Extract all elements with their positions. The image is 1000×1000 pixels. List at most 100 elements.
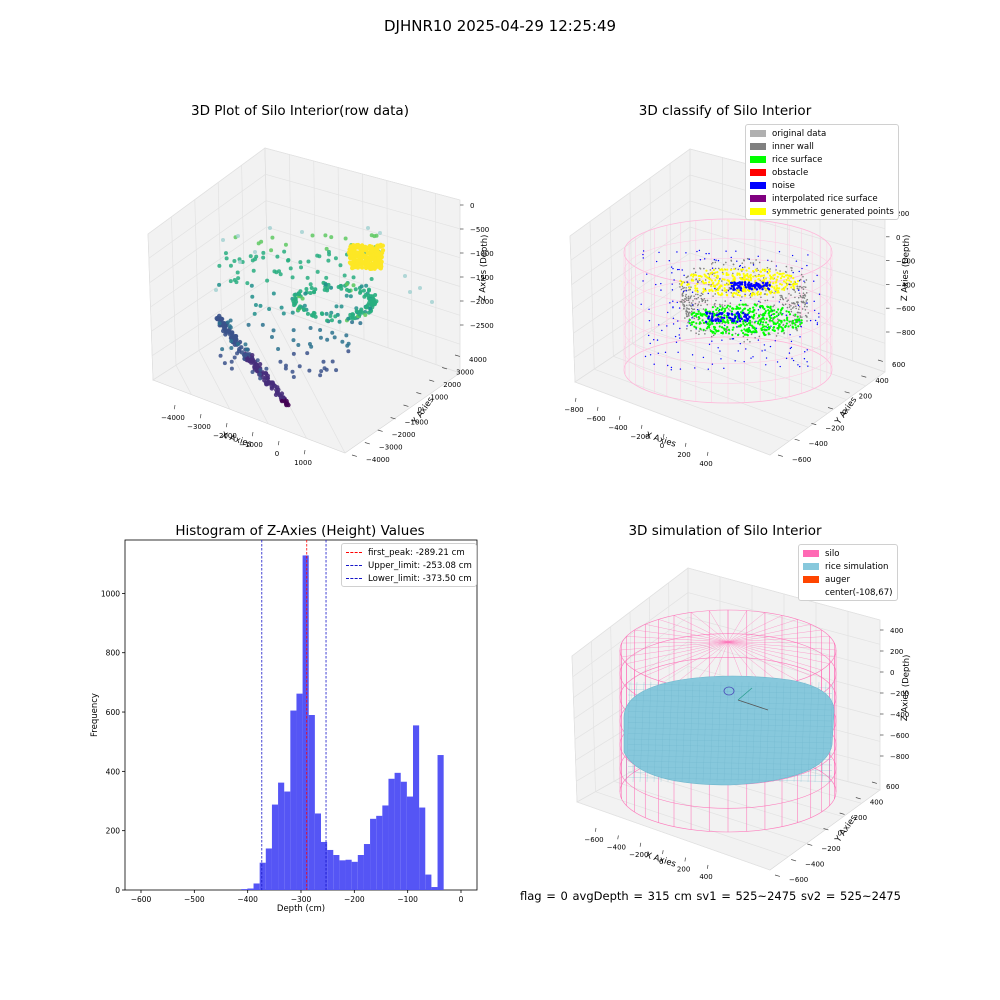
scatter-point-sym <box>757 278 760 281</box>
scatter-point-wall <box>689 288 691 291</box>
histogram-bar <box>382 805 389 890</box>
scatter-point-wall <box>803 281 806 284</box>
rice-mesh-line <box>758 681 764 783</box>
scatter-point-wall <box>757 316 759 319</box>
scatter-point-wall <box>782 324 784 326</box>
scatter-point-noise <box>683 274 685 277</box>
silo-wire <box>658 619 729 643</box>
scatter-point-rice <box>715 322 718 325</box>
scatter-point-wall <box>749 296 752 299</box>
scatter-point <box>276 347 281 352</box>
scatter-point-wall <box>721 322 724 325</box>
scatter-point-sym <box>738 272 741 275</box>
legend-swatch <box>750 182 766 189</box>
legend-item-center: center(-108,67) <box>803 586 893 599</box>
scatter-point-noise <box>724 324 726 327</box>
scatter-point-wall <box>794 305 797 307</box>
y-tick-label: −400 <box>809 440 828 448</box>
scatter-point <box>334 368 339 373</box>
scatter-point-wall <box>737 268 740 271</box>
scatter-point-noise <box>767 259 769 261</box>
scatter-point-rice <box>747 322 751 325</box>
scatter-point-noise <box>705 311 708 314</box>
scatter-point-rice <box>722 327 725 330</box>
scatter-point-wall <box>790 305 792 307</box>
grid-line <box>589 221 595 370</box>
scatter-point-sym <box>752 275 755 278</box>
scatter-point-noise <box>818 312 820 315</box>
scatter-point <box>375 243 380 249</box>
scatter-point-wall <box>795 328 797 330</box>
scatter-point <box>222 361 227 366</box>
scatter-point-sym <box>784 281 787 284</box>
scatter-point-wall <box>695 293 697 296</box>
scatter-point-noise <box>719 319 722 323</box>
scatter-point-sym <box>714 289 717 292</box>
scatter-point-wall <box>714 293 717 295</box>
scatter-point-sym <box>756 293 759 296</box>
scatter-point-wall <box>685 312 688 315</box>
scatter-point <box>297 364 302 369</box>
scatter-point-wall <box>794 322 796 324</box>
scatter-point-noise <box>655 260 658 263</box>
rice-mesh-line <box>709 681 715 783</box>
scatter-point-wall <box>682 302 684 304</box>
scatter-point-sym <box>764 268 767 271</box>
scatter-point-wall <box>687 297 690 300</box>
scatter-point-wall <box>772 296 774 298</box>
scatter-point-sym <box>719 268 722 271</box>
grid-line <box>410 186 413 357</box>
scatter-point <box>223 251 228 256</box>
scatter-point-wall <box>697 303 700 306</box>
scatter-point <box>293 296 298 301</box>
scatter-point <box>325 337 330 342</box>
scatter-point-wall <box>801 301 803 304</box>
scatter-point <box>350 312 355 317</box>
scatter-point <box>354 309 359 314</box>
scatter-point-wall <box>724 300 727 302</box>
scatter-point-wall <box>683 307 685 310</box>
scatter-point-noise <box>640 303 642 305</box>
histogram-bar <box>376 815 383 890</box>
page-title: DJHNR10 2025-04-29 12:25:49 <box>383 17 617 35</box>
scatter-point <box>274 270 279 275</box>
y-tick-label: 600 <box>892 361 905 369</box>
silo-wire <box>621 641 729 644</box>
histogram-bar <box>339 860 346 890</box>
scatter-point-wall <box>685 327 688 330</box>
scatter-point-wall <box>687 299 690 302</box>
grid-line <box>595 791 789 857</box>
scatter-point-rice <box>764 310 767 313</box>
histogram-bar <box>314 813 321 890</box>
scatter-point-rice <box>780 313 783 316</box>
tick-mark <box>454 354 460 357</box>
scatter-point-rice <box>767 325 770 329</box>
scatter-point <box>264 366 269 371</box>
scatter-point-rice <box>759 320 763 323</box>
y-tick-label: −600 <box>789 876 808 884</box>
scatter-point-rice <box>739 307 742 310</box>
scatter-point-noise <box>750 287 753 290</box>
scatter-point-noise <box>763 344 766 346</box>
scatter-point <box>229 330 235 336</box>
scatter-point-sym <box>768 274 772 277</box>
scatter-point <box>232 258 237 263</box>
scatter-point-rice <box>723 320 726 324</box>
scatter-point-sym <box>744 278 747 281</box>
scatter-point <box>403 274 407 278</box>
rice-mesh-line <box>627 744 833 749</box>
scatter-point-noise <box>708 312 712 315</box>
scatter-point-rice <box>761 317 764 320</box>
legend-label: original data <box>772 128 827 139</box>
scatter-point <box>238 260 242 264</box>
z-axis-label: Z Axies (Depth) <box>900 654 912 721</box>
scatter-point-sym <box>694 289 697 292</box>
scatter-point-sym <box>716 283 719 286</box>
center-axis <box>737 687 753 701</box>
silo-wire <box>727 641 830 664</box>
scatter-point-noise <box>670 366 673 369</box>
rice-mesh-line <box>737 681 743 783</box>
legend-label: rice simulation <box>825 561 889 572</box>
scatter-point <box>282 249 287 254</box>
scatter-point-sym <box>713 285 717 288</box>
